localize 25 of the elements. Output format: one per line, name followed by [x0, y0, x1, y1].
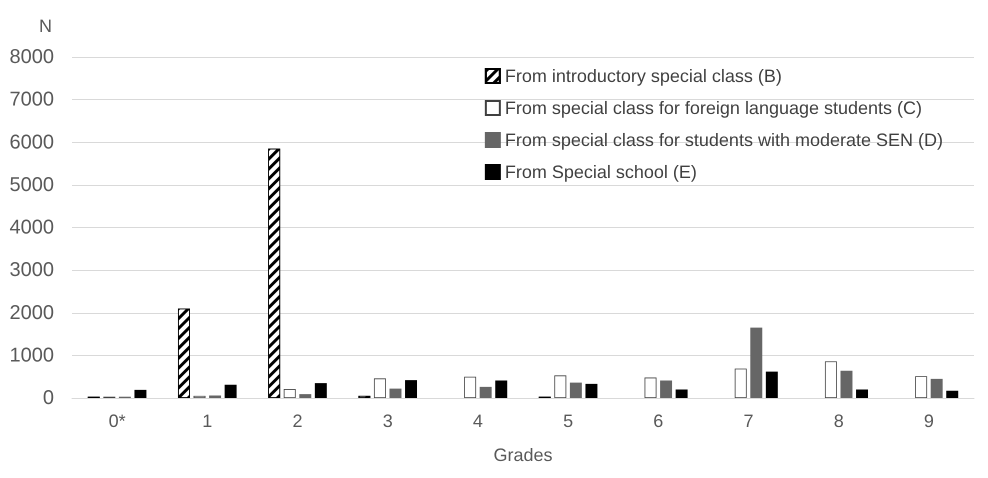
x-axis-title: Grades: [493, 445, 553, 465]
x-tick-label: 6: [653, 411, 664, 431]
y-tick-label: 7000: [10, 88, 54, 111]
x-tick-label: 4: [472, 411, 483, 431]
x-tick-label: 0*: [108, 411, 126, 431]
x-tick-label: 3: [382, 411, 393, 431]
y-tick-label: 4000: [10, 216, 54, 238]
legend-label: From introductory special class (B): [504, 66, 782, 86]
x-tick-label: 5: [563, 411, 574, 431]
x-tick-label: 1: [202, 411, 212, 431]
y-tick-label: 8000: [10, 46, 54, 68]
legend-label: From special class for students with moderate SEN (D): [504, 130, 944, 150]
legend-label: From Special school (E): [504, 162, 697, 182]
legend-label: From special class for foreign language students (C): [504, 98, 922, 118]
y-tick-label: 3000: [10, 259, 54, 282]
x-tick-label: 9: [924, 411, 934, 431]
y-tick-label: 6000: [10, 131, 54, 154]
x-tick-label: 7: [743, 411, 754, 431]
y-tick-label: 2000: [10, 302, 54, 324]
x-tick-label: 2: [292, 411, 303, 431]
y-tick-label: 0: [42, 387, 54, 409]
x-tick-label: 8: [834, 411, 844, 431]
y-tick-label: 1000: [10, 344, 54, 366]
y-axis-title: N: [39, 16, 52, 36]
y-tick-label: 5000: [10, 174, 54, 196]
